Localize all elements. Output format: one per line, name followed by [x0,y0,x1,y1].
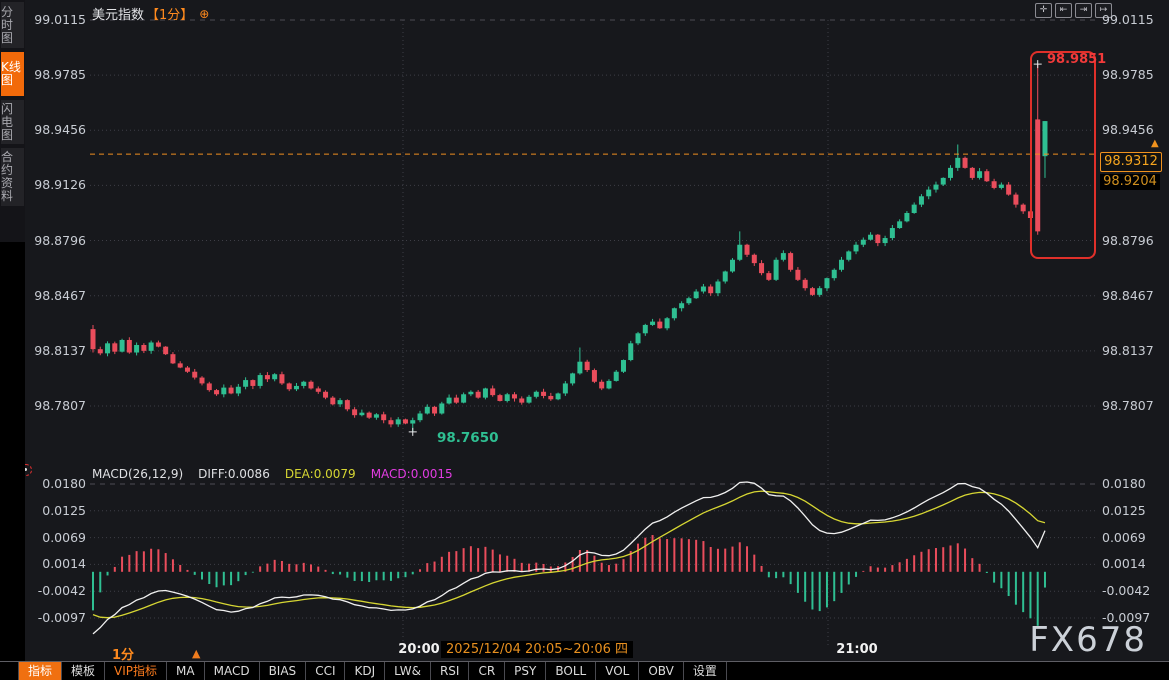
price-axis-left: 99.0115 98.9785 98.9456 98.9126 98.8796 98.84… [0,13,86,413]
indicator-tab[interactable]: 设置 [684,662,727,680]
macd-tick-label: 0.0125 [1102,502,1146,518]
interval-tag: 【1分】 [146,8,194,23]
indicator-tab[interactable]: BOLL [546,662,597,680]
sidebar: 分时图 K线图 闪电图 合约资料 [0,0,25,680]
macd-tick-label: 0.0014 [42,556,86,572]
macd-axis-left: 0.0180 0.0125 0.0069 0.0014 -0.0042 -0.0097 [0,477,86,625]
chart-toolbar: ✛ ⇤ ⇥ ↦ [1035,3,1112,18]
indicator-tab[interactable]: MACD [205,662,260,680]
price-tick-label: 98.9785 [34,67,86,83]
price-tick-label: 98.7807 [34,397,86,413]
interval-arrow-icon[interactable]: ▲ [192,647,201,660]
latest-price-marker-icon[interactable]: ▲ [1151,138,1159,149]
price-tick-label: 98.9126 [34,177,86,193]
indicator-tab[interactable]: CR [469,662,506,680]
price-tick-label: 98.9785 [1102,67,1154,83]
indicator-tab[interactable]: LW& [385,662,431,680]
time-tick-21: 21:00 [836,642,878,657]
macd-params-label: MACD(26,12,9) [92,467,184,481]
indicator-tab[interactable]: OBV [639,662,684,680]
interval-selector[interactable]: 1分 ▲ [112,644,201,663]
macd-macd-value: MACD:0.0015 [370,467,453,481]
session-low-label: 98.7650 [437,430,499,446]
sidebar-tab-contract-info[interactable]: 合约资料 [1,148,24,206]
chart-title: 美元指数 【1分】 ⊕ [92,4,210,24]
price-tick-label: 98.8137 [34,342,86,358]
sidebar-tab-label: K线图 [1,60,21,87]
price-axis-right: 99.011598.978598.945698.912698.879698.84… [1102,13,1168,413]
prev-price-tag: 98.9204 [1100,174,1160,190]
macd-tick-label: -0.0097 [1102,609,1151,625]
interval-label[interactable]: 1分 [112,648,135,663]
scroll-left-icon[interactable]: ⇤ [1055,3,1072,18]
sidebar-tab-label: 合约资料 [1,150,14,203]
indicator-tab[interactable]: BIAS [260,662,307,680]
indicator-tab[interactable]: KDJ [345,662,386,680]
price-tick-label: 98.8467 [1102,287,1154,303]
macd-axis-right: 0.0180 0.0125 0.0069 0.0014 -0.0042 -0.0097 [1102,477,1168,625]
symbol-name: 美元指数 [92,8,145,23]
macd-tick-label: 0.0014 [1102,556,1146,572]
macd-tick-label: 0.0069 [1102,529,1146,545]
price-tick-label: 99.0115 [1102,12,1154,27]
price-tick-label: 98.8796 [34,232,86,248]
scroll-right-icon[interactable]: ⇥ [1075,3,1092,18]
indicator-tab[interactable]: RSI [431,662,470,680]
macd-tick-label: 0.0069 [42,529,86,545]
macd-tick-label: -0.0042 [1102,583,1151,599]
sidebar-tab-timeline[interactable]: 分时图 [1,2,24,48]
tab-template[interactable]: 模板 [62,662,106,680]
indicator-tab[interactable]: MA [167,662,205,680]
time-tick-20: 20:00 [398,642,440,657]
pan-crosshair-icon[interactable]: ✛ [1035,3,1052,18]
macd-dea-value: DEA:0.0079 [284,467,356,481]
macd-tick-label: 0.0180 [42,476,86,491]
tab-indicator[interactable]: 指标 [18,662,63,680]
sidebar-tab-label: 分时图 [1,4,14,45]
macd-tick-label: 0.0180 [1102,476,1146,491]
last-price-tag: 98.9312 [1100,152,1162,172]
macd-tick-label: -0.0097 [37,609,86,625]
price-tick-label: 98.7807 [1102,397,1154,413]
sidebar-tab-label: 闪电图 [1,101,14,142]
add-indicator-icon[interactable]: ⊕ [199,6,210,21]
jump-latest-icon[interactable]: ↦ [1095,3,1112,18]
price-tick-label: 98.8467 [34,287,86,303]
macd-header: MACD(26,12,9) DIFF:0.0086 DEA:0.0079 MAC… [92,467,453,481]
macd-diff-value: DIFF:0.0086 [198,467,270,481]
macd-tick-label: -0.0042 [37,583,86,599]
sidebar-tab-lightning[interactable]: 闪电图 [1,100,24,144]
price-tick-label: 99.0115 [34,12,86,27]
watermark: FX678 [1029,620,1147,660]
price-tick-label: 98.8137 [1102,342,1154,358]
indicator-tab[interactable]: VOL [596,662,640,680]
session-high-label: 98.9851 [1047,52,1107,67]
indicator-tab-list: MA MACD BIAS CCI KDJ LW& RSI CR PSY BOLL VOL OBV 设置 [167,662,727,680]
tab-vip-indicator[interactable]: VIP指标 [105,662,168,680]
price-tick-label: 98.9456 [1102,122,1154,138]
indicator-tab[interactable]: PSY [505,662,547,680]
price-tick-label: 98.8796 [1102,232,1154,248]
macd-tick-label: 0.0125 [42,502,86,518]
sidebar-tab-kline[interactable]: K线图 [1,52,24,96]
indicator-tab[interactable]: CCI [306,662,346,680]
hover-time-tooltip: 2025/12/04 20:05~20:06 四 [441,641,634,658]
indicator-toolbar: 指标 模板 VIP指标 MA MACD BIAS CCI KDJ LW& RSI CR PSY B… [0,661,1169,680]
price-tick-label: 98.9456 [34,122,86,138]
